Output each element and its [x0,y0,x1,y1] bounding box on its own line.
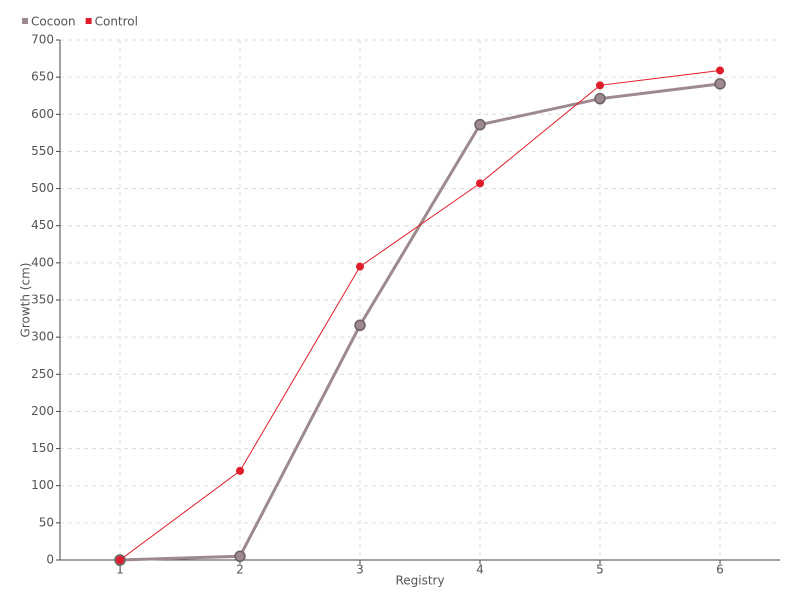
y-tick-label: 500 [31,181,54,195]
x-axis-label: Registry [395,574,444,588]
x-tick-label: 3 [356,563,364,577]
point [594,92,606,105]
legend-label: Cocoon [31,15,76,29]
y-tick-label: 150 [31,441,54,455]
y-tick-label: 300 [31,330,54,344]
series-line [119,82,721,562]
x-tick-label: 2 [236,563,244,577]
point [234,550,246,563]
point [716,66,724,75]
point [476,179,484,188]
legend-swatch [85,18,92,24]
point [474,118,486,131]
point [714,78,726,90]
y-tick-label: 650 [31,70,54,84]
y-tick-label: 450 [31,218,54,232]
y-tick-label: 50 [39,515,54,529]
point [356,262,364,271]
y-tick-label: 100 [31,478,54,492]
y-axis-label: Growth (cm) [19,263,33,338]
legend-label: Control [95,15,138,29]
y-tick-label: 0 [46,553,54,567]
x-tick-label: 5 [596,563,604,577]
point [236,466,244,475]
y-tick-label: 200 [31,404,54,418]
point [354,319,366,332]
point [596,81,604,90]
series-line [119,69,721,561]
y-tick-label: 600 [31,107,54,121]
x-tick-label: 1 [116,563,124,577]
point [116,556,124,564]
x-tick-label: 4 [476,563,484,577]
x-tick-label: 6 [716,563,724,577]
y-tick-label: 550 [31,144,54,158]
y-tick-label: 400 [31,255,54,269]
y-tick-label: 700 [31,33,54,47]
y-tick-label: 250 [31,367,54,381]
y-tick-label: 350 [31,293,54,307]
legend-swatch [22,18,28,24]
